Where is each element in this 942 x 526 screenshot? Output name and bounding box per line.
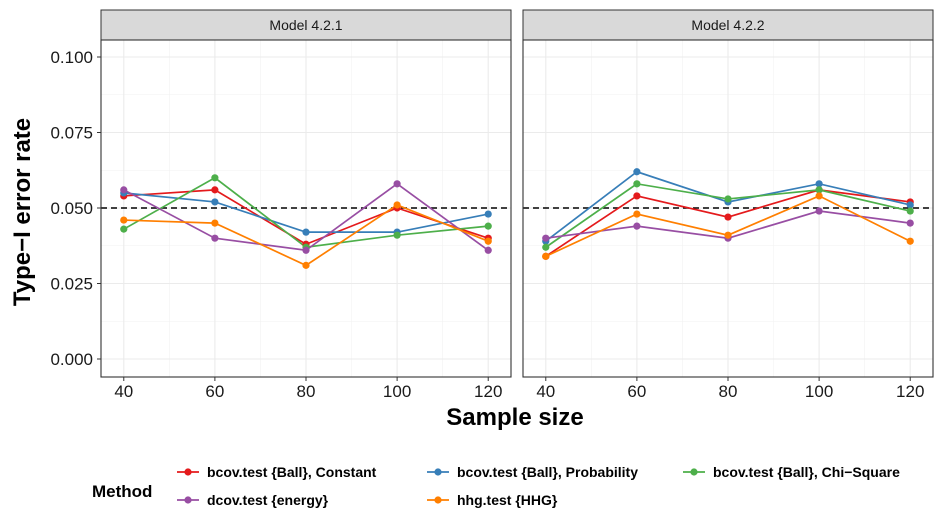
y-tick-label: 0.025 xyxy=(50,275,93,294)
x-tick-label: 80 xyxy=(297,382,316,401)
data-point xyxy=(302,246,310,254)
facet-strip-label: Model 4.2.1 xyxy=(269,17,342,33)
y-tick-label: 0.000 xyxy=(50,350,93,369)
legend-label: bcov.test {Ball}, Chi−Square xyxy=(713,464,900,480)
legend-item: dcov.test {energy} xyxy=(177,492,329,508)
data-point xyxy=(120,186,128,194)
data-point xyxy=(484,222,492,230)
x-tick-label: 100 xyxy=(805,382,833,401)
legend-item: bcov.test {Ball}, Constant xyxy=(177,464,377,480)
data-point xyxy=(724,231,732,239)
data-point xyxy=(484,246,492,254)
data-point xyxy=(120,225,128,233)
x-tick-label: 120 xyxy=(474,382,502,401)
legend: Method bcov.test {Ball}, Constant bcov.te… xyxy=(92,464,900,508)
data-point xyxy=(484,210,492,218)
y-tick-label: 0.075 xyxy=(50,124,93,143)
legend-key-point xyxy=(434,468,442,476)
legend-label: hhg.test {HHG} xyxy=(457,492,558,508)
data-point xyxy=(120,216,128,224)
data-point xyxy=(211,174,219,182)
data-point xyxy=(815,186,823,194)
data-point xyxy=(815,180,823,188)
data-point xyxy=(633,168,641,176)
data-point xyxy=(633,192,641,200)
data-point xyxy=(815,207,823,215)
data-point xyxy=(484,237,492,245)
panel-1: Model 4.2.1 40 60 80 100 120 0.000 0.025 0.050 0.… xyxy=(50,9,512,401)
data-point xyxy=(393,180,401,188)
data-point xyxy=(302,228,310,236)
legend-label: bcov.test {Ball}, Probability xyxy=(457,464,638,480)
legend-item: hhg.test {HHG} xyxy=(427,492,558,508)
data-point xyxy=(906,219,914,227)
x-tick-label: 60 xyxy=(627,382,646,401)
data-point xyxy=(633,210,641,218)
x-tick-label: 40 xyxy=(536,382,555,401)
legend-title: Method xyxy=(92,482,152,501)
facet-strip xyxy=(100,9,512,41)
data-point xyxy=(633,180,641,188)
legend-item: bcov.test {Ball}, Probability xyxy=(427,464,638,480)
data-point xyxy=(906,207,914,215)
x-tick-label: 80 xyxy=(719,382,738,401)
data-point xyxy=(302,261,310,269)
legend-key-point xyxy=(434,496,442,504)
legend-label: dcov.test {energy} xyxy=(207,492,329,508)
data-point xyxy=(724,195,732,203)
data-point xyxy=(393,201,401,209)
data-point xyxy=(542,234,550,242)
legend-item: bcov.test {Ball}, Chi−Square xyxy=(683,464,900,480)
data-point xyxy=(906,201,914,209)
x-axis-title: Sample size xyxy=(446,404,583,431)
data-point xyxy=(633,222,641,230)
data-point xyxy=(211,198,219,206)
data-point xyxy=(542,243,550,251)
data-point xyxy=(542,252,550,260)
data-point xyxy=(393,231,401,239)
legend-label: bcov.test {Ball}, Constant xyxy=(207,464,377,480)
x-tick-label: 100 xyxy=(383,382,411,401)
data-point xyxy=(724,213,732,221)
y-tick-label: 0.100 xyxy=(50,48,93,67)
legend-key-point xyxy=(690,468,698,476)
x-tick-label: 60 xyxy=(205,382,224,401)
data-point xyxy=(211,234,219,242)
legend-key-point xyxy=(184,468,192,476)
x-tick-label: 40 xyxy=(114,382,133,401)
facet-strip-label: Model 4.2.2 xyxy=(691,17,764,33)
data-point xyxy=(906,237,914,245)
y-axis-title: Type−I error rate xyxy=(9,118,36,306)
data-point xyxy=(211,186,219,194)
facet-panels: Model 4.2.1 40 60 80 100 120 0.000 0.025 0.050 0.… xyxy=(50,9,934,401)
data-point xyxy=(815,192,823,200)
data-point xyxy=(211,219,219,227)
y-tick-label: 0.050 xyxy=(50,199,93,218)
legend-key-point xyxy=(184,496,192,504)
panel-2: Model 4.2.2 40 60 80 100 120 xyxy=(522,9,934,401)
x-tick-label: 120 xyxy=(896,382,924,401)
facet-strip xyxy=(522,9,934,41)
